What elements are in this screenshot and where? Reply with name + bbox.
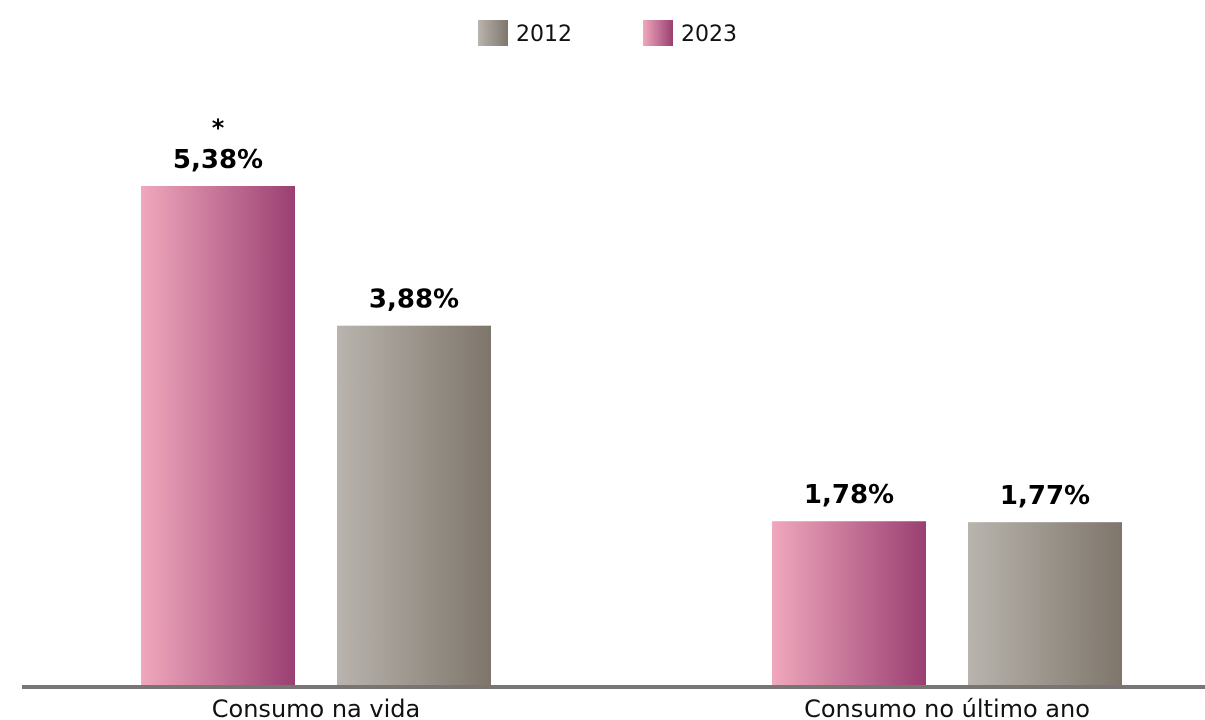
legend-label-2012: 2012 bbox=[516, 22, 572, 47]
annotation-marker: * bbox=[212, 114, 225, 142]
bar-consumo-no-ultimo-ano-2023 bbox=[772, 521, 926, 687]
legend: 2012 2023 bbox=[478, 20, 737, 47]
x-axis: Consumo na vida Consumo no último ano bbox=[22, 685, 1205, 720]
legend-swatch-2023 bbox=[643, 20, 673, 46]
category-label-consumo-na-vida: Consumo na vida bbox=[212, 695, 420, 720]
value-labels: 5,38% * 1,78% 3,88% 1,77% bbox=[173, 114, 1090, 511]
bar-consumo-na-vida-2023 bbox=[141, 186, 295, 687]
legend-label-2023: 2023 bbox=[681, 22, 737, 47]
bar-consumo-no-ultimo-ano-2012 bbox=[968, 522, 1122, 687]
legend-swatch-2012 bbox=[478, 20, 508, 46]
category-label-consumo-no-ultimo-ano: Consumo no último ano bbox=[804, 695, 1090, 720]
value-label-consumo-na-vida-2012: 3,88% bbox=[369, 285, 459, 315]
value-label-consumo-no-ultimo-ano-2023: 1,78% bbox=[804, 480, 894, 510]
bar-consumo-na-vida-2012 bbox=[337, 325, 491, 687]
bars bbox=[141, 186, 1122, 687]
x-axis-baseline bbox=[22, 685, 1205, 689]
value-label-consumo-no-ultimo-ano-2012: 1,77% bbox=[1000, 481, 1090, 511]
value-label-consumo-na-vida-2023: 5,38% bbox=[173, 145, 263, 175]
